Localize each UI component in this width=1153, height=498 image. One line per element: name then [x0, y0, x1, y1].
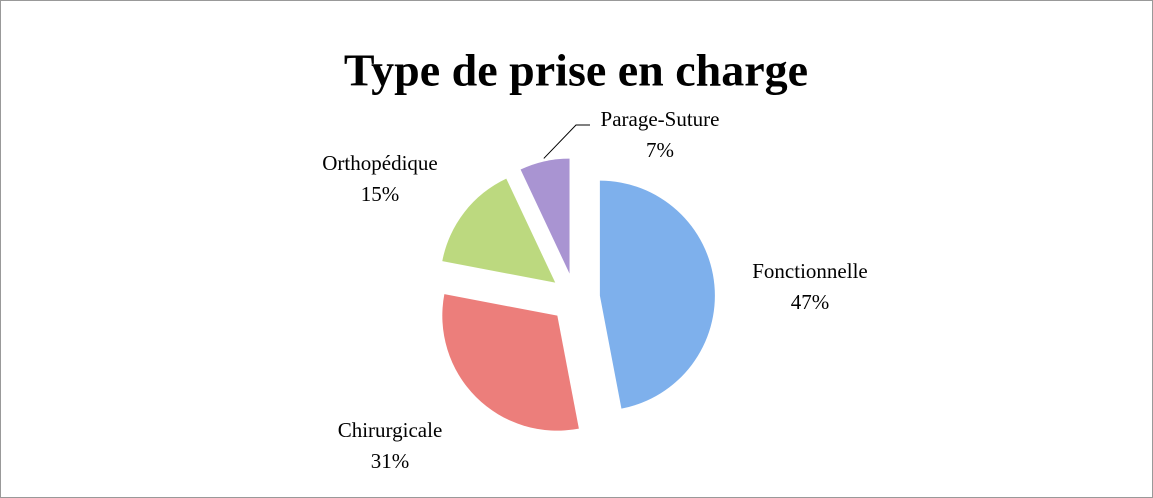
slice-value-label: 15% — [361, 182, 400, 206]
pie-slice — [599, 180, 715, 409]
pie-slice — [442, 294, 579, 431]
slice-label: Parage-Suture — [601, 107, 720, 131]
slice-label: Fonctionnelle — [752, 259, 867, 283]
pie-slice — [520, 158, 570, 274]
slice-value-label: 7% — [646, 138, 674, 162]
slice-value-label: 47% — [791, 290, 830, 314]
chart-title: Type de prise en charge — [344, 45, 808, 96]
pie-slice — [442, 178, 556, 283]
leader-line — [543, 124, 590, 159]
slice-value-label: 31% — [371, 449, 410, 473]
slice-label: Chirurgicale — [338, 418, 443, 442]
slice-label: Orthopédique — [322, 151, 437, 175]
